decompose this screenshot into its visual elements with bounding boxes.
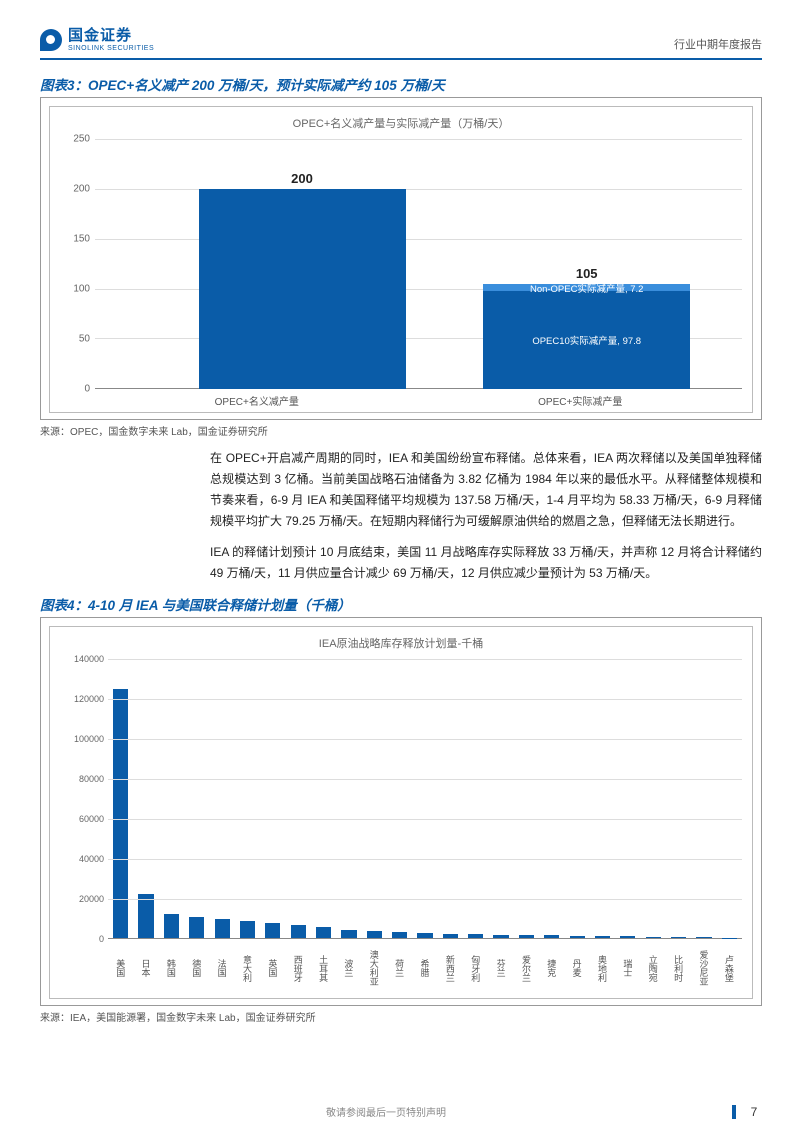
chart2-bar bbox=[595, 936, 610, 938]
chart2-bar bbox=[138, 894, 153, 938]
chart1-bar-total: 200 bbox=[291, 171, 313, 186]
chart1-ytick: 150 bbox=[65, 234, 90, 245]
chart1-xlabel: OPEC+实际减产量 bbox=[419, 393, 743, 408]
figure3-title: 图表3：OPEC+名义减产 200 万桶/天，预计实际减产约 105 万桶/天 bbox=[40, 70, 762, 98]
logo: 国金证券 SINOLINK SECURITIES bbox=[40, 28, 154, 52]
chart1-ytick: 250 bbox=[65, 134, 90, 145]
chart2-xlabel: 韩国 bbox=[159, 942, 184, 994]
logo-text-cn: 国金证券 bbox=[68, 28, 154, 45]
chart2-ytick: 40000 bbox=[62, 854, 104, 864]
chart2-subtitle: IEA原油战略库存释放计划量-千桶 bbox=[60, 635, 742, 651]
chart1-ytick: 100 bbox=[65, 284, 90, 295]
chart2-frame: IEA原油战略库存释放计划量-千桶 0200004000060000800001… bbox=[40, 618, 762, 1005]
chart2-source: 来源：IEA，美国能源署，国金数字未来 Lab，国金证券研究所 bbox=[40, 1005, 762, 1024]
chart2-xlabel: 芬兰 bbox=[488, 942, 513, 994]
chart1-xlabel: OPEC+名义减产量 bbox=[95, 393, 419, 408]
chart2-xlabel: 捷克 bbox=[539, 942, 564, 994]
chart2-bar bbox=[316, 927, 331, 938]
chart2-bar bbox=[215, 919, 230, 938]
chart2-xlabel: 丹麦 bbox=[564, 942, 589, 994]
paragraph-1: 在 OPEC+开启减产周期的同时，IEA 和美国纷纷宣布释储。总体来看，IEA … bbox=[210, 448, 762, 532]
chart2-xlabel: 奥地利 bbox=[590, 942, 615, 994]
chart2-xlabel: 日本 bbox=[133, 942, 158, 994]
chart1-bar: OPEC10实际减产量, 97.8Non-OPEC实际减产量, 7.2105 bbox=[483, 284, 690, 389]
chart1-xaxis: OPEC+名义减产量OPEC+实际减产量 bbox=[95, 389, 742, 408]
chart2-bar bbox=[671, 937, 686, 938]
chart2-ytick: 60000 bbox=[62, 814, 104, 824]
chart2-xlabel: 意大利 bbox=[235, 942, 260, 994]
chart1-bar-total: 105 bbox=[576, 266, 598, 281]
chart2-xlabel: 法国 bbox=[209, 942, 234, 994]
chart2-xlabel: 瑞士 bbox=[615, 942, 640, 994]
chart2-xlabel: 澳大利亚 bbox=[362, 942, 387, 994]
page-footer: 敬请参阅最后一页特别声明 7 bbox=[0, 1104, 802, 1119]
chart2-plot: 020000400006000080000100000120000140000 bbox=[108, 659, 742, 939]
chart1-ytick: 0 bbox=[65, 384, 90, 395]
chart2-xaxis: 美国日本韩国德国法国意大利英国西班牙土耳其波兰澳大利亚荷兰希腊新西兰匈牙利芬兰爱… bbox=[108, 942, 742, 994]
chart2-xlabel: 爱尔兰 bbox=[514, 942, 539, 994]
chart2-bar bbox=[164, 914, 179, 938]
chart1-bar: 200 bbox=[199, 189, 406, 389]
chart1-segment-label: OPEC10实际减产量, 97.8 bbox=[483, 333, 690, 347]
chart2-bar bbox=[544, 935, 559, 938]
chart1-source: 来源：OPEC，国金数字未来 Lab，国金证券研究所 bbox=[40, 419, 762, 438]
chart2-ytick: 0 bbox=[62, 934, 104, 944]
chart1-plot: 050100150200250200OPEC10实际减产量, 97.8Non-O… bbox=[95, 139, 742, 389]
chart2-xlabel: 新西兰 bbox=[438, 942, 463, 994]
page-number: 7 bbox=[732, 1105, 762, 1119]
chart2-xlabel: 希腊 bbox=[412, 942, 437, 994]
chart2-xlabel: 土耳其 bbox=[311, 942, 336, 994]
chart2-xlabel: 立陶宛 bbox=[641, 942, 666, 994]
chart2-ytick: 100000 bbox=[62, 734, 104, 744]
chart1-ytick: 50 bbox=[65, 334, 90, 345]
chart1-subtitle: OPEC+名义减产量与实际减产量（万桶/天） bbox=[60, 115, 742, 131]
figure4-title: 图表4：4-10 月 IEA 与美国联合释储计划量（千桶） bbox=[40, 590, 762, 618]
page-header: 国金证券 SINOLINK SECURITIES 行业中期年度报告 bbox=[40, 28, 762, 60]
chart1-segment-label: Non-OPEC实际减产量, 7.2 bbox=[483, 281, 690, 295]
chart2-ytick: 120000 bbox=[62, 694, 104, 704]
chart2-bar bbox=[620, 936, 635, 938]
chart1-ytick: 200 bbox=[65, 184, 90, 195]
chart2-bar bbox=[189, 917, 204, 938]
logo-icon bbox=[40, 29, 62, 51]
chart2-bar bbox=[570, 936, 585, 938]
logo-text-en: SINOLINK SECURITIES bbox=[68, 45, 154, 53]
chart2-bar bbox=[646, 937, 661, 938]
chart2-bar bbox=[113, 689, 128, 938]
chart2-xlabel: 卢森堡 bbox=[717, 942, 742, 994]
chart2-xlabel: 荷兰 bbox=[387, 942, 412, 994]
chart2-xlabel: 美国 bbox=[108, 942, 133, 994]
chart2-bar bbox=[291, 925, 306, 938]
chart2-bar bbox=[417, 933, 432, 938]
chart2-xlabel: 德国 bbox=[184, 942, 209, 994]
chart2-bar bbox=[722, 938, 737, 939]
chart2-xlabel: 波兰 bbox=[336, 942, 361, 994]
chart2-bar bbox=[519, 935, 534, 938]
chart2-bar bbox=[341, 930, 356, 938]
chart2-bar bbox=[468, 934, 483, 938]
chart2-bar bbox=[240, 921, 255, 938]
chart2-bar bbox=[493, 935, 508, 939]
doc-type-label: 行业中期年度报告 bbox=[674, 36, 762, 52]
chart2-ytick: 20000 bbox=[62, 894, 104, 904]
chart2-bar bbox=[392, 932, 407, 938]
chart2-bar bbox=[265, 923, 280, 938]
paragraph-2: IEA 的释储计划预计 10 月底结束，美国 11 月战略库存实际释放 33 万… bbox=[210, 542, 762, 584]
chart2-bar bbox=[696, 937, 711, 938]
chart2-xlabel: 匈牙利 bbox=[463, 942, 488, 994]
chart2-bar bbox=[367, 931, 382, 938]
chart2-xlabel: 爱沙尼亚 bbox=[691, 942, 716, 994]
chart2-bar bbox=[443, 934, 458, 938]
chart1-frame: OPEC+名义减产量与实际减产量（万桶/天） 0 50 100 150 200 250 20… bbox=[40, 98, 762, 419]
footer-disclaimer: 敬请参阅最后一页特别声明 bbox=[40, 1104, 732, 1119]
chart2-xlabel: 英国 bbox=[260, 942, 285, 994]
chart2-xlabel: 比利时 bbox=[666, 942, 691, 994]
chart2-ytick: 140000 bbox=[62, 654, 104, 664]
chart2-xlabel: 西班牙 bbox=[286, 942, 311, 994]
chart2-ytick: 80000 bbox=[62, 774, 104, 784]
